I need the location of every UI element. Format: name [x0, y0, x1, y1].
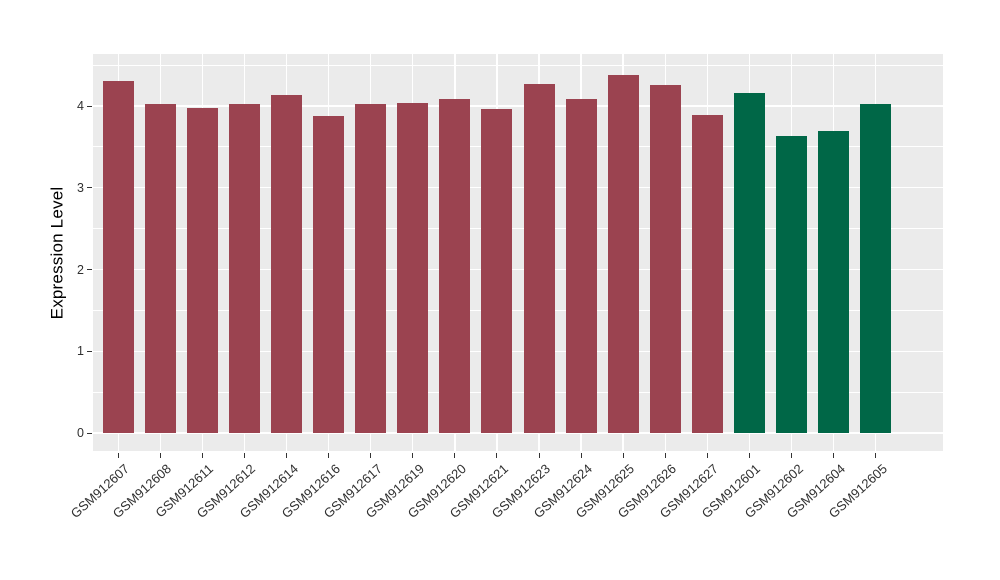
gridline-minor-y [93, 309, 943, 311]
gridline-major-y [93, 350, 943, 352]
y-tick-label: 2 [77, 262, 84, 277]
x-tick-mark [454, 452, 456, 458]
bar [691, 114, 723, 433]
x-tick-mark [370, 452, 372, 458]
bar [397, 102, 429, 433]
gridline-minor-y [93, 146, 943, 148]
plot-panel [93, 54, 943, 451]
bar [649, 84, 681, 433]
x-tick-mark [791, 452, 792, 458]
x-tick-mark [286, 452, 288, 458]
x-tick-mark [622, 452, 624, 458]
gridline-minor-y [93, 228, 943, 230]
y-tick-label: 3 [77, 180, 84, 195]
x-tick-mark [412, 452, 414, 458]
x-tick-mark [580, 452, 582, 458]
bar [776, 136, 807, 433]
bar [607, 74, 639, 433]
x-tick-mark [328, 452, 330, 458]
bar [439, 98, 471, 433]
bar [271, 94, 303, 433]
y-tick-mark [86, 432, 92, 434]
bar [818, 131, 850, 433]
x-tick-mark [664, 452, 666, 458]
y-tick-label: 1 [77, 344, 84, 359]
bar [860, 104, 892, 433]
gridline-minor-y [93, 64, 943, 66]
gridline-major-y [93, 432, 943, 434]
gridline-major-y [93, 105, 943, 107]
bar [733, 92, 765, 433]
gridline-major-y [93, 187, 943, 189]
x-tick-mark [706, 452, 708, 458]
y-tick-mark [86, 105, 92, 107]
bar [144, 103, 176, 433]
x-tick-mark [496, 452, 498, 458]
y-tick-mark [86, 187, 92, 189]
bar [565, 99, 597, 433]
x-tick-mark [243, 452, 245, 458]
y-tick-mark [86, 269, 92, 270]
x-tick-mark [117, 452, 119, 458]
bar [523, 83, 555, 433]
x-tick-mark [833, 452, 835, 458]
x-tick-mark [875, 452, 877, 458]
bar [355, 104, 387, 433]
y-axis-title-text: Expression Level [47, 186, 67, 319]
gridline-major-y [93, 268, 943, 271]
x-tick-mark [748, 452, 750, 458]
x-tick-mark [201, 452, 203, 458]
x-tick-mark [159, 452, 161, 458]
bar [102, 81, 134, 433]
y-tick-mark [86, 350, 92, 352]
bar [228, 103, 260, 433]
bar [313, 115, 345, 433]
y-tick-label: 0 [77, 426, 84, 440]
bar [481, 109, 513, 433]
x-tick-mark [538, 452, 540, 458]
gridline-minor-y [93, 391, 943, 393]
y-tick-label: 4 [77, 99, 84, 113]
bar [186, 108, 218, 433]
